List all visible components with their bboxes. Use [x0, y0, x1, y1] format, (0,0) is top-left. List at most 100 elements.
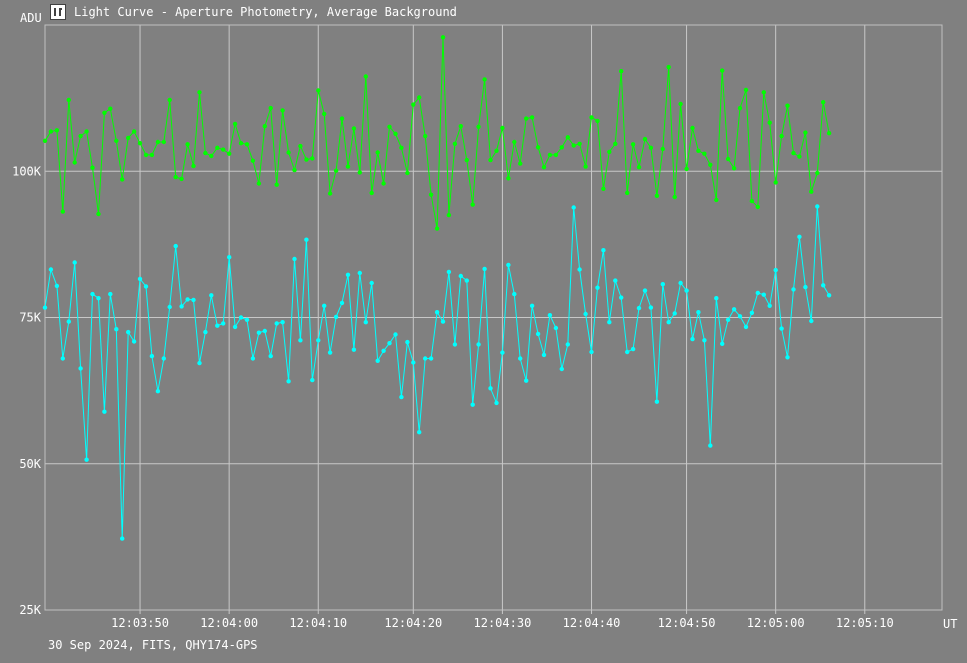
data-point: [161, 356, 166, 361]
data-point: [595, 118, 600, 124]
data-point: [131, 129, 137, 134]
data-point: [601, 186, 606, 191]
data-point: [630, 346, 636, 352]
data-point: [322, 303, 327, 308]
data-point: [351, 347, 357, 352]
data-point: [310, 156, 315, 161]
data-point: [512, 291, 517, 297]
x-tick-label: 12:04:10: [289, 616, 347, 630]
data-point: [755, 290, 760, 296]
data-point: [559, 366, 564, 372]
series-line-1: [44, 37, 830, 229]
data-point: [155, 389, 161, 394]
data-point: [636, 305, 642, 311]
data-point: [797, 234, 802, 239]
data-point: [654, 193, 660, 198]
data-point: [518, 356, 523, 361]
data-point: [405, 170, 410, 176]
data-point: [773, 180, 778, 185]
data-point: [648, 145, 654, 150]
data-point: [387, 341, 392, 346]
data-point: [120, 177, 125, 182]
data-point: [708, 162, 713, 167]
data-point: [345, 164, 351, 169]
data-point: [476, 124, 481, 129]
data-point: [286, 150, 291, 155]
data-point: [167, 304, 172, 310]
data-point: [221, 147, 226, 152]
data-point: [298, 338, 303, 343]
data-point: [78, 133, 83, 139]
data-point: [155, 139, 161, 145]
window-title: Light Curve - Aperture Photometry, Avera…: [74, 5, 457, 19]
data-point: [607, 320, 612, 325]
data-point: [815, 170, 820, 176]
y-tick-label: 100K: [12, 164, 42, 178]
data-point: [547, 152, 553, 158]
data-point: [773, 267, 778, 273]
data-point: [66, 97, 72, 103]
data-point: [619, 295, 624, 300]
data-point: [434, 226, 440, 231]
data-point: [803, 130, 808, 135]
data-point: [244, 142, 250, 147]
data-point: [72, 160, 77, 165]
data-point: [613, 278, 618, 283]
data-point: [826, 293, 832, 298]
data-point: [215, 145, 220, 150]
data-point: [381, 348, 386, 353]
x-tick-label: 12:04:50: [658, 616, 716, 630]
x-tick-label: 12:04:20: [384, 616, 442, 630]
data-point: [108, 291, 113, 297]
data-point: [702, 338, 707, 343]
data-point: [90, 165, 95, 170]
data-point: [197, 360, 202, 366]
chart-icon[interactable]: [50, 4, 66, 20]
data-point: [232, 324, 238, 330]
data-point: [464, 278, 469, 283]
data-point: [339, 300, 345, 306]
data-point: [399, 145, 404, 150]
data-point: [452, 141, 458, 146]
data-point: [363, 320, 368, 325]
data-point: [369, 280, 374, 286]
data-point: [821, 283, 826, 288]
data-point: [737, 105, 743, 111]
data-point: [102, 110, 107, 116]
data-point: [440, 35, 446, 40]
data-point: [696, 148, 701, 153]
data-point: [684, 288, 689, 293]
data-point: [423, 356, 428, 361]
window-titlebar: Light Curve - Aperture Photometry, Avera…: [50, 3, 457, 21]
data-point: [684, 166, 689, 172]
data-point: [185, 297, 190, 302]
data-point: [96, 211, 101, 217]
data-point: [143, 284, 149, 289]
data-point: [197, 90, 202, 95]
data-point: [108, 106, 113, 111]
data-point: [458, 273, 463, 279]
data-point: [292, 167, 297, 173]
data-point: [405, 339, 410, 345]
chart-series: [42, 35, 832, 541]
data-point: [749, 198, 755, 204]
data-point: [529, 303, 535, 308]
data-point: [256, 330, 262, 335]
x-tick-label: 12:05:00: [747, 616, 805, 630]
data-point: [357, 270, 362, 276]
data-point: [761, 292, 766, 297]
data-point: [280, 320, 285, 325]
data-point: [648, 305, 654, 310]
data-point: [137, 141, 143, 146]
data-point: [500, 350, 505, 355]
data-point: [607, 149, 612, 155]
data-point: [714, 197, 719, 203]
data-point: [500, 125, 505, 131]
data-point: [387, 124, 392, 129]
data-point: [268, 353, 273, 359]
y-tick-label: 50K: [19, 457, 41, 471]
data-point: [512, 139, 517, 145]
data-point: [619, 69, 624, 74]
series-line-2: [44, 206, 830, 539]
data-point: [494, 400, 499, 406]
